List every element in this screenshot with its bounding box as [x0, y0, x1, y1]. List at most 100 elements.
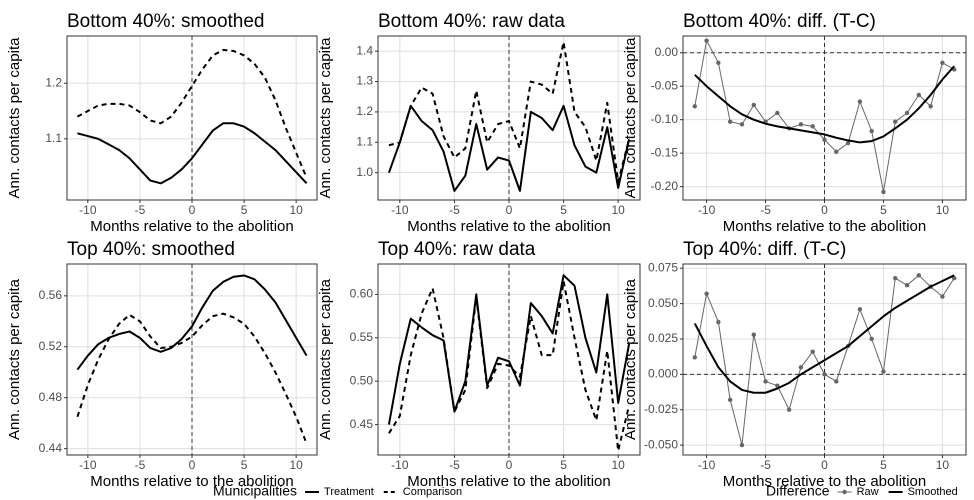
data-point [739, 442, 745, 448]
y-tick-label: 0.000 [648, 367, 678, 381]
chart-title: Bottom 40%: smoothed [67, 11, 265, 32]
data-point [775, 383, 780, 388]
x-tick-label: -5 [135, 458, 146, 472]
data-point [916, 92, 922, 98]
data-point [716, 60, 721, 65]
x-tick-label: -10 [79, 458, 97, 472]
legend-label: Comparison [403, 486, 462, 498]
data-point [857, 99, 863, 104]
panel: 0.075 0.050 0.025 0.000 -0.025 -0.050 -10 -5 0 5 1… [622, 239, 967, 490]
y-axis-title: Ann. contacts per capita [6, 278, 23, 440]
data-point [810, 124, 815, 129]
legend-title: Difference [766, 483, 830, 499]
y-tick-label: 1.0 [356, 165, 373, 179]
x-tick-label: -5 [760, 458, 771, 472]
data-point [763, 379, 768, 384]
panel: 1.0 1.1 1.2 1.3 1.4 -10 -5 0 5 10 Bottom 40%: raw … [317, 11, 641, 235]
data-point [940, 60, 945, 65]
data-point [798, 365, 804, 370]
y-axis-title: Ann. contacts per capita [622, 278, 639, 440]
x-axis-title: Months relative to the abolition [90, 473, 293, 490]
data-point [834, 149, 839, 155]
data-point [692, 104, 697, 109]
x-tick-label: -5 [135, 203, 146, 217]
x-tick-label: -5 [449, 203, 460, 217]
data-point [751, 102, 756, 108]
y-tick-label: 0.025 [648, 331, 678, 345]
data-point [904, 283, 910, 288]
x-tick-label: 5 [560, 203, 567, 217]
y-axis-title: Ann. contacts per capita [6, 37, 23, 199]
y-tick-label: 0.60 [350, 287, 374, 301]
y-tick-label: 0.52 [39, 339, 63, 353]
y-tick-label: 0.50 [350, 373, 374, 387]
x-tick-label: 5 [560, 458, 567, 472]
y-tick-label: -0.20 [651, 179, 679, 193]
chart-title: Bottom 40%: raw data [378, 11, 565, 32]
data-point [822, 372, 827, 377]
data-point [881, 189, 886, 195]
legend: Difference Raw Smoothed [766, 483, 958, 499]
data-point [716, 319, 721, 325]
x-tick-label: -10 [698, 203, 716, 217]
data-point [893, 275, 898, 281]
data-point [916, 273, 922, 278]
data-point [704, 38, 709, 43]
x-axis-title: Months relative to the abolition [407, 218, 610, 235]
plot-border [66, 35, 318, 201]
x-axis-title: Months relative to the abolition [723, 473, 926, 490]
data-point [727, 119, 733, 124]
y-tick-label: 1.2 [356, 104, 373, 118]
y-tick-label: 0.44 [39, 441, 63, 455]
y-tick-label: 0.050 [648, 296, 678, 310]
y-tick-label: 1.3 [356, 74, 373, 88]
plot-border [66, 263, 318, 456]
x-tick-label: -10 [698, 458, 716, 472]
legend-label: Treatment [324, 486, 374, 498]
x-tick-label: 0 [506, 203, 513, 217]
plot-border [377, 35, 641, 201]
data-point [928, 104, 933, 109]
panel: 0.00 -0.05 -0.10 -0.15 -0.20 -10 -5 0 5 10 Bottom … [622, 11, 967, 235]
x-tick-label: -5 [449, 458, 460, 472]
x-tick-label: 5 [880, 203, 887, 217]
y-axis-title: Ann. contacts per capita [317, 278, 334, 440]
y-tick-label: -0.025 [644, 402, 678, 416]
x-tick-label: 0 [821, 458, 828, 472]
plot-border [682, 263, 967, 456]
data-point [786, 407, 792, 412]
x-axis-title: Months relative to the abolition [407, 473, 610, 490]
x-axis-title: Months relative to the abolition [90, 218, 293, 235]
x-axis-title: Months relative to the abolition [723, 218, 926, 235]
x-tick-label: 10 [611, 203, 625, 217]
data-point [822, 137, 827, 142]
y-tick-label: -0.05 [651, 78, 679, 92]
series-line [387, 274, 631, 425]
y-tick-label: 0.00 [655, 45, 679, 59]
panel: 0.44 0.48 0.52 0.56 -10 -5 0 5 10 Top 40%: smooth… [6, 239, 318, 490]
y-tick-label: -0.050 [644, 437, 678, 451]
series-line [388, 41, 631, 183]
x-tick-label: 0 [506, 458, 513, 472]
x-tick-label: 0 [189, 458, 196, 472]
data-point [940, 294, 945, 299]
y-tick-label: 1.4 [356, 43, 373, 57]
x-tick-label: -10 [391, 203, 409, 217]
x-tick-label: 10 [936, 458, 950, 472]
data-point [904, 110, 910, 116]
x-tick-label: 5 [880, 458, 887, 472]
x-tick-label: 10 [611, 458, 625, 472]
data-point [739, 122, 745, 127]
x-tick-label: 10 [289, 203, 303, 217]
legend: Municipalities Treatment Comparison [213, 483, 462, 499]
x-tick-label: 5 [241, 458, 248, 472]
panel: 1.1 1.2 -10 -5 0 5 10 Bottom 40%: smoothed Month… [6, 11, 318, 235]
data-point [869, 336, 874, 342]
x-tick-label: -10 [391, 458, 409, 472]
x-tick-label: 0 [189, 203, 196, 217]
legend-label: Raw [857, 486, 879, 498]
series-line [76, 274, 308, 371]
data-point [881, 369, 886, 374]
x-tick-label: 10 [289, 458, 303, 472]
